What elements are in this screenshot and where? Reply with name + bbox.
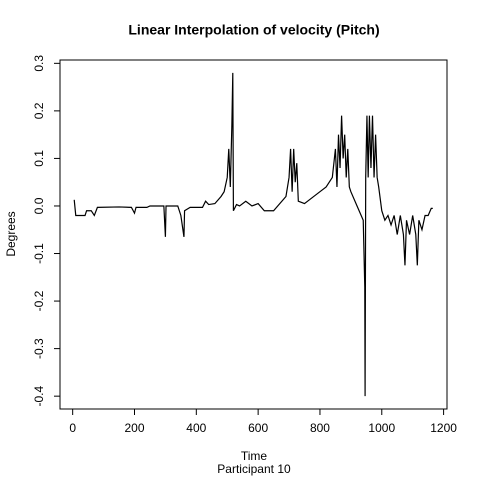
- x-tick-label: 800: [310, 421, 330, 435]
- subtitle: Participant 10: [217, 462, 291, 476]
- y-tick-label: -0.2: [32, 290, 46, 311]
- y-axis-label: Degrees: [4, 211, 18, 256]
- chart-title: Linear Interpolation of velocity (Pitch): [128, 22, 379, 38]
- y-tick-label: 0.0: [32, 197, 46, 214]
- plot-box: [59, 59, 448, 410]
- y-tick-label: 0.3: [32, 55, 46, 72]
- x-tick-label: 1200: [430, 421, 457, 435]
- y-tick-label: 0.1: [32, 150, 46, 167]
- y-tick-label: -0.4: [32, 386, 46, 407]
- y-tick-label: -0.1: [32, 243, 46, 264]
- x-axis-label: Time: [241, 449, 268, 463]
- y-tick-label: 0.2: [32, 102, 46, 119]
- y-tick-label: -0.3: [32, 338, 46, 359]
- x-tick-label: 0: [69, 421, 76, 435]
- x-tick-label: 1000: [368, 421, 395, 435]
- x-tick-label: 400: [186, 421, 206, 435]
- x-tick-label: 200: [124, 421, 144, 435]
- data-line: [73, 72, 433, 397]
- x-tick-label: 600: [248, 421, 268, 435]
